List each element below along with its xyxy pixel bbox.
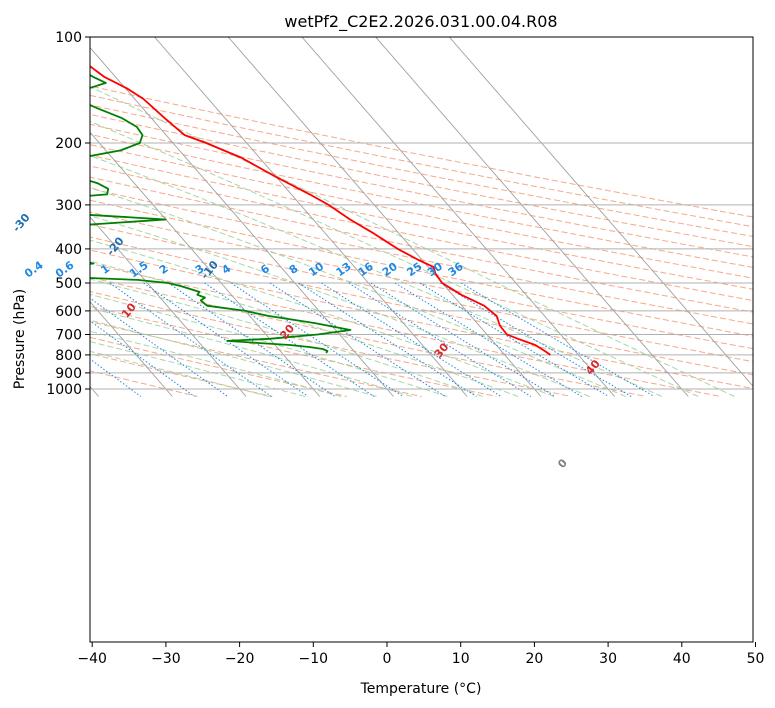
dry-adiabat [90,176,753,313]
moist-adiabat [90,293,448,397]
y-tick-label: 100 [55,30,82,46]
dewpoint-line [90,73,352,354]
moist-adiabat [90,319,377,397]
dry-adiabat [90,262,721,397]
mixing-ratio-line [321,282,502,397]
chart-title: wetPf2_C2E2.2026.031.00.04.R08 [284,12,557,32]
x-tick-label: −30 [151,651,181,667]
y-tick-label: 700 [55,328,82,344]
isotherm-line [301,37,615,397]
mixing-ratio-line [204,282,375,397]
isotherm-line [90,216,247,397]
x-tick-label: 20 [525,651,543,667]
dry-adiabat [90,144,753,279]
isotherm-line [375,37,689,397]
mixing-ratio-line [394,282,582,397]
y-axis-label: Pressure (hPa) [12,289,28,389]
mixing-ratio-line [370,282,556,397]
dry-adiabat [90,276,647,397]
temperature-line [90,65,551,356]
isotherm-line [90,46,394,397]
x-tick-label: 50 [747,651,765,667]
mixing-ratio-line [168,282,336,397]
isotherm-line [227,37,542,397]
sounding-lines [90,65,551,356]
y-tick-label: 1000 [46,382,82,398]
dry-adiabat [90,123,753,258]
moist-adiabat [90,341,306,397]
moist-adiabat [90,239,555,397]
y-tick-label: 400 [55,242,82,258]
isotherm-line [154,37,468,397]
mixing-ratio-line [269,282,446,397]
y-tick-label: 600 [55,304,82,320]
mixing-ratio-line [419,282,610,397]
x-tick-label: 40 [673,651,691,667]
dry-adiabat [90,370,198,397]
dry-adiabat [90,236,753,376]
x-tick-label: −20 [225,651,255,667]
y-tick-label: 300 [55,198,82,214]
dry-adiabat [90,211,753,350]
dry-adiabat [90,199,753,337]
mixing-ratio-line [109,282,272,397]
x-tick-label: −40 [77,651,107,667]
mixing-ratio-line [460,282,655,397]
background-lines [90,37,753,397]
mixing-ratio-line [298,282,477,397]
dry-adiabat [90,154,753,290]
mixing-ratio-line [231,282,404,397]
mixing-ratio-line [440,282,632,397]
isotherm-line [448,37,753,387]
x-tick-label: 10 [452,651,470,667]
x-tick-label: −10 [299,651,329,667]
moist-adiabat [90,120,699,397]
x-axis-label: Temperature (°C) [360,681,482,697]
dry-adiabat [90,353,273,397]
y-tick-label: 800 [55,348,82,364]
mixing-ratio-line [90,320,195,397]
moist-adiabat [90,155,663,397]
plot-frame [89,36,754,643]
y-tick-label: 200 [55,136,82,152]
isotherm-line [90,131,321,397]
y-tick-label: 500 [55,276,82,292]
x-tick-label: 0 [383,651,392,667]
dry-adiabat [90,249,753,390]
moist-adiabat [90,350,270,397]
x-axis: −40 −30 −20 −10 0 10 20 30 40 50 [77,642,764,667]
isotherm-line [90,301,173,397]
dry-adiabat [90,321,422,397]
x-tick-label: 30 [599,651,617,667]
dry-adiabat [90,113,753,248]
y-tick-label: 900 [55,366,82,382]
moist-adiabat [90,86,735,397]
dry-adiabat [90,85,753,218]
dry-adiabat [90,336,348,397]
moist-adiabat [90,260,519,397]
dry-adiabat [90,104,753,238]
